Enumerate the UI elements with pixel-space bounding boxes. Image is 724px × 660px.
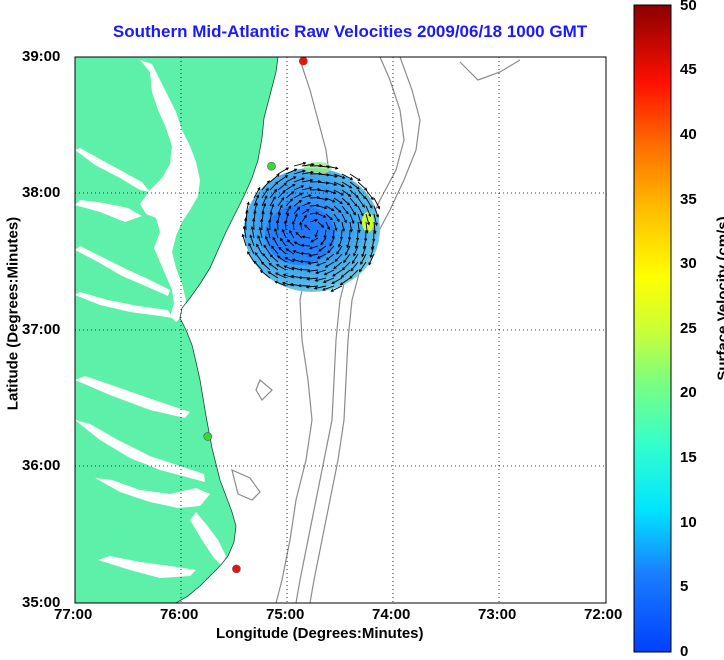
y-tick-label: 35:00 [22,594,60,611]
y-tick-label: 36:00 [22,457,60,474]
colorbar-tick: 10 [680,514,697,531]
y-axis-label: Latitude (Degrees:Minutes) [5,209,22,419]
page-title: Southern Mid-Atlantic Raw Velocities 200… [0,22,700,42]
colorbar-tick: 35 [680,191,697,208]
y-tick-label: 39:00 [22,48,60,65]
colorbar-tick: 15 [680,449,697,466]
x-tick-label: 72:00 [584,606,622,623]
plot-area [75,57,606,603]
colorbar-tick: 50 [680,0,697,14]
y-tick-label: 38:00 [22,184,60,201]
radar-station-marker [267,162,275,170]
colorbar-tick: 40 [680,126,697,143]
radar-station-marker [299,57,307,65]
colorbar [634,5,671,652]
y-tick-label: 37:00 [22,321,60,338]
x-tick-label: 75:00 [266,606,304,623]
colorbar-tick: 20 [680,384,697,401]
colorbar-tick: 5 [680,578,688,595]
x-tick-label: 74:00 [372,606,410,623]
x-tick-label: 73:00 [478,606,516,623]
colorbar-tick: 30 [680,255,697,272]
colorbar-tick: 25 [680,320,697,337]
radar-station-marker [232,565,240,573]
radar-station-marker [204,432,212,440]
x-axis-label: Longitude (Degrees:Minutes) [216,625,424,642]
colorbar-label: Surface Velocity (cm/s) [715,209,724,389]
colorbar-tick: 45 [680,61,697,78]
colorbar-tick: 0 [680,643,688,660]
x-tick-label: 76:00 [160,606,198,623]
